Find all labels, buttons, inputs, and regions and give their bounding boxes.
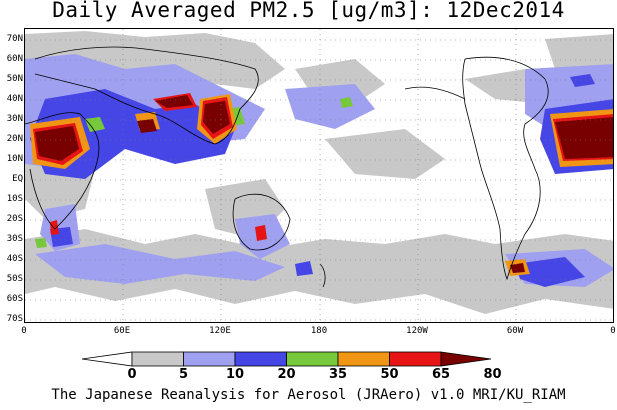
data-source-credit: The Japanese Reanalysis for Aerosol (JRA… xyxy=(51,387,566,403)
longitude-label: 60E xyxy=(113,326,131,336)
latitude-label: 60S xyxy=(6,294,23,304)
longitude-label: 180 xyxy=(310,326,328,336)
colorbar-arrow-low xyxy=(81,351,133,367)
latitude-label: 50S xyxy=(6,274,23,284)
latitude-label: 50N xyxy=(6,74,23,84)
latitude-label: 10S xyxy=(6,194,23,204)
latitude-label: 70N xyxy=(6,34,23,44)
colorbar-tick-label: 10 xyxy=(225,367,245,382)
latitude-label: 40S xyxy=(6,254,23,264)
colorbar-swatch xyxy=(131,351,184,367)
latitude-label: 60N xyxy=(6,54,23,64)
colorbar-swatch xyxy=(337,351,390,367)
colorbar-tick-label: 80 xyxy=(483,367,502,382)
map-title: Daily Averaged PM2.5 [ug/m3]: 12Dec2014 xyxy=(52,0,565,22)
latitude-label: 30N xyxy=(6,114,23,124)
colorbar xyxy=(81,351,492,367)
longitude-label: 60W xyxy=(506,326,524,336)
longitude-label: 0 xyxy=(21,326,27,336)
colorbar-arrow-high xyxy=(440,351,492,367)
latitude-label: 30S xyxy=(6,234,23,244)
colorbar-swatch xyxy=(183,351,236,367)
longitude-label: 0 xyxy=(610,326,616,336)
colorbar-tick-label: 0 xyxy=(127,367,137,382)
latitude-label: 10N xyxy=(6,154,23,164)
colorbar-tick-label: 20 xyxy=(277,367,296,382)
colorbar-tick-label: 5 xyxy=(178,367,189,382)
colorbar-swatch xyxy=(286,351,339,367)
pm25-map xyxy=(24,28,614,323)
graticule xyxy=(25,29,613,322)
longitude-label: 120W xyxy=(406,326,428,336)
colorbar-tick-label: 50 xyxy=(380,367,399,382)
latitude-label: 70S xyxy=(6,314,23,324)
colorbar-swatch xyxy=(234,351,287,367)
latitude-label: 40N xyxy=(6,94,23,104)
coastlines xyxy=(25,46,549,288)
map-canvas xyxy=(25,29,613,322)
latitude-label: EQ xyxy=(12,174,23,184)
latitude-label: 20N xyxy=(6,134,23,144)
aerosol-field-darkred xyxy=(35,95,613,273)
colorbar-tick-label: 65 xyxy=(431,367,451,382)
longitude-label: 120E xyxy=(209,326,231,336)
colorbar-tick-label: 35 xyxy=(328,367,348,382)
latitude-label: 20S xyxy=(6,214,23,224)
colorbar-swatch xyxy=(389,351,442,367)
